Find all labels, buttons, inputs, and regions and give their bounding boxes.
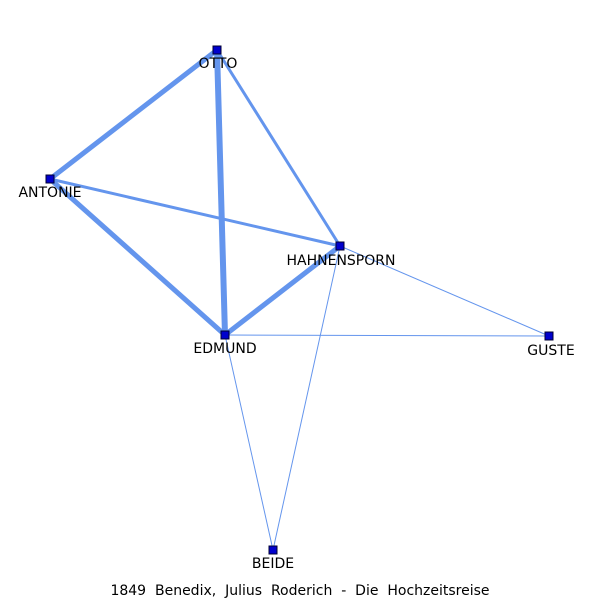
edge-otto-hahnensporn <box>215 48 342 248</box>
node-otto <box>212 45 222 55</box>
node-beide <box>268 545 278 555</box>
edge-edmund-guste <box>224 334 550 337</box>
node-label-guste: GUSTE <box>527 343 574 359</box>
node-label-beide: BEIDE <box>252 556 294 572</box>
node-guste <box>544 331 554 341</box>
edge-edmund-beide <box>224 334 274 551</box>
node-label-antonie: ANTONIE <box>18 185 81 201</box>
nodes-layer <box>45 45 554 555</box>
edge-antonie-edmund <box>47 176 228 338</box>
edge-hahnensporn-beide <box>272 245 341 551</box>
node-label-otto: OTTO <box>199 56 238 72</box>
node-label-hahnensporn: HAHNENSPORN <box>287 253 396 269</box>
edge-hahnensporn-guste <box>339 245 550 337</box>
edge-otto-edmund <box>214 47 228 338</box>
node-antonie <box>45 174 55 184</box>
edges-layer <box>47 47 550 551</box>
node-hahnensporn <box>335 241 345 251</box>
figure-caption: 1849 Benedix, Julius Roderich - Die Hoch… <box>110 583 490 599</box>
node-label-edmund: EDMUND <box>193 341 256 357</box>
labels-layer: OTTO ANTONIE HAHNENSPORN EDMUND GUSTE BEIDE <box>18 56 574 572</box>
edge-antonie-hahnensporn <box>48 177 342 248</box>
node-edmund <box>220 330 230 340</box>
edge-otto-antonie <box>47 47 220 182</box>
edge-hahnensporn-edmund <box>222 243 343 338</box>
